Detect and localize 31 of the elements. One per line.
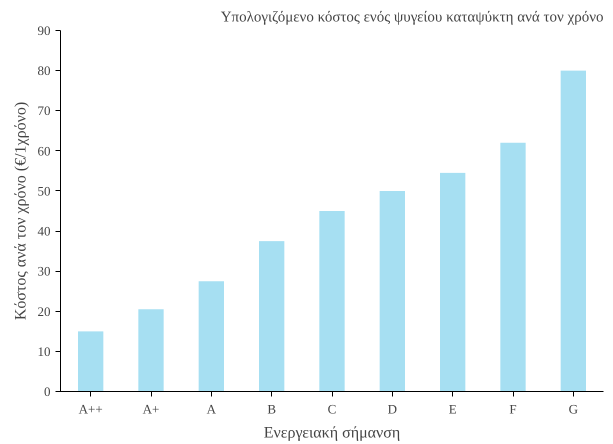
x-tick-label: A: [206, 402, 217, 416]
x-tick-label: C: [328, 402, 336, 416]
bar: [560, 70, 586, 392]
y-tick-label: 60: [38, 143, 50, 158]
x-tick-label: F: [509, 402, 517, 416]
bar: [78, 331, 104, 392]
bar: [138, 309, 164, 392]
y-tick-label: 10: [38, 344, 50, 359]
bar: [319, 211, 345, 392]
y-tick-label: 0: [44, 384, 50, 399]
y-tick-label: 40: [38, 224, 50, 239]
y-axis-title: Κόστος ανά τον χρόνο (€/1χρόνο): [12, 102, 30, 320]
bar: [198, 281, 224, 392]
x-axis-title: Ενεργειακή σήμανση: [264, 424, 400, 442]
y-tick-label: 80: [38, 63, 50, 78]
bar: [380, 190, 406, 392]
x-tick-label: B: [267, 402, 276, 416]
y-tick-label: 20: [38, 304, 50, 319]
x-tick-label: A+: [142, 402, 160, 416]
y-tick-label: 30: [38, 264, 50, 279]
x-tick-label: E: [448, 402, 457, 416]
x-tick-label: G: [568, 402, 578, 416]
bar: [440, 172, 466, 392]
bar: [258, 241, 284, 392]
y-tick-label: 90: [38, 23, 50, 38]
x-tick-label: D: [388, 402, 398, 416]
x-tick-label: A++: [78, 402, 103, 416]
y-tick-label: 50: [38, 183, 50, 198]
bar: [500, 142, 526, 392]
y-tick-label: 70: [38, 103, 50, 118]
chart-title: Υπολογιζόμενο κόστος ενός ψυγείου καταψύκτη ανά τον χρόνο: [220, 10, 604, 26]
